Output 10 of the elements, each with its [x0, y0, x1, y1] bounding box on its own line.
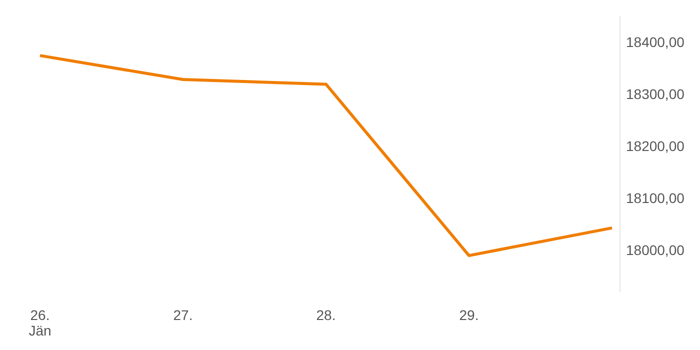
x-tick-label: 27. [173, 307, 193, 323]
y-tick-label: 18300,00 [626, 86, 685, 102]
y-tick-label: 18000,00 [626, 242, 685, 258]
y-tick-label: 18400,00 [626, 34, 685, 50]
y-tick-label: 18100,00 [626, 190, 685, 206]
line-series [38, 54, 614, 258]
x-tick-label: 28. [316, 307, 336, 323]
y-tick-label: 18200,00 [626, 138, 685, 154]
x-tick-label: 26. Jän [28, 307, 52, 338]
x-tick-label: 29. [459, 307, 479, 323]
